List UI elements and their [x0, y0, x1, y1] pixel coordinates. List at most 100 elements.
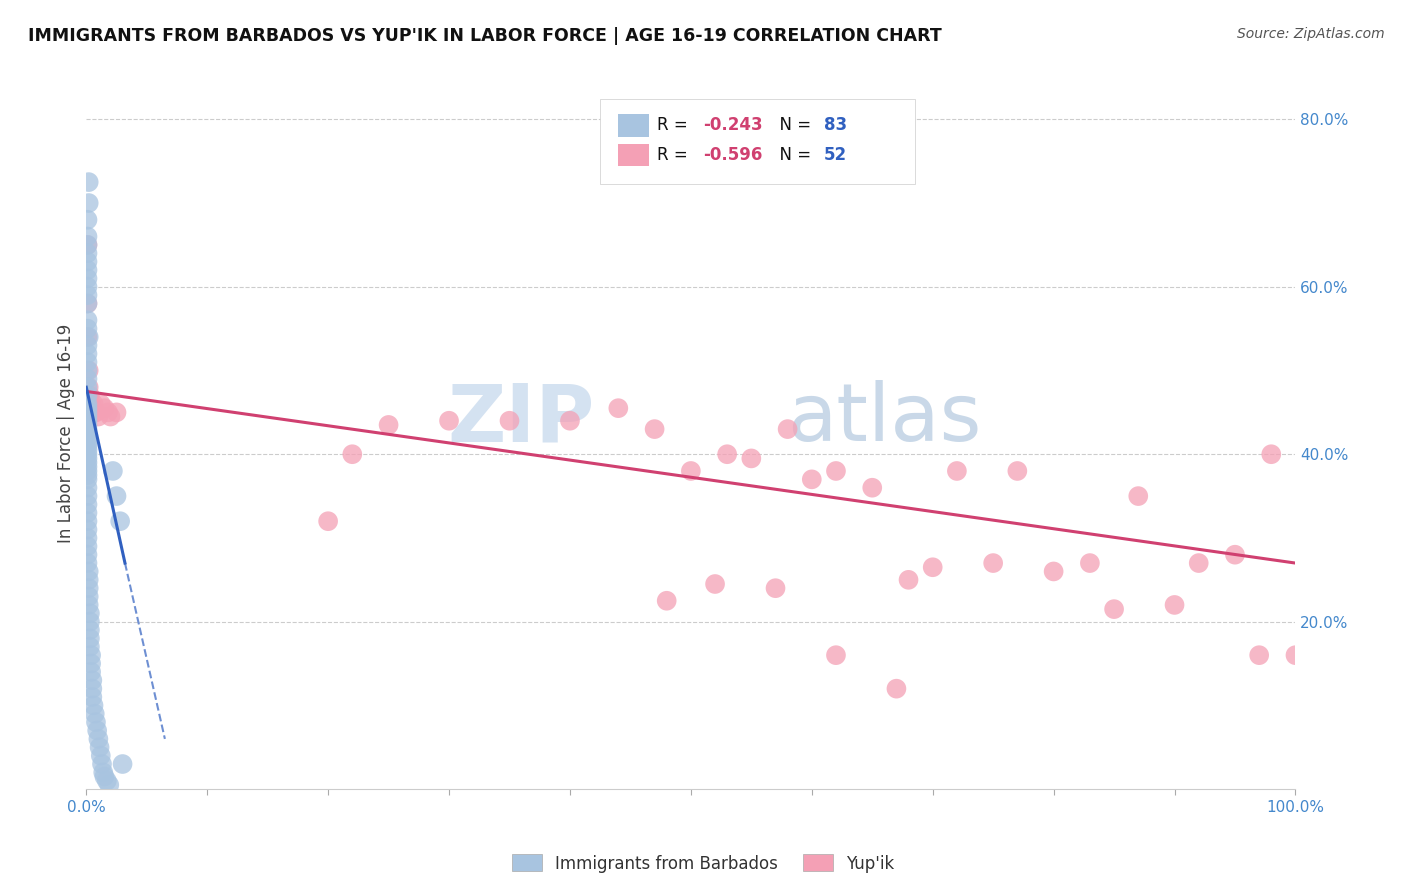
Text: 52: 52 [824, 146, 846, 164]
Point [84, 715, 107, 730]
Point [76, 212, 98, 227]
Point [921, 560, 943, 574]
Point [83, 405, 105, 419]
Point [800, 472, 823, 486]
Point [105, 489, 128, 503]
Point [1284, 648, 1306, 663]
Point [77, 573, 100, 587]
Point [825, 648, 848, 663]
Point [1102, 602, 1125, 616]
Point [76, 426, 98, 441]
Point [76, 347, 98, 361]
Point [1188, 556, 1211, 570]
FancyBboxPatch shape [619, 114, 648, 136]
Point [897, 573, 920, 587]
Point [1007, 464, 1029, 478]
Point [76, 321, 98, 335]
Point [76, 405, 98, 419]
Point [76, 506, 98, 520]
FancyBboxPatch shape [600, 99, 914, 184]
Point [111, 757, 134, 772]
Text: R =: R = [657, 146, 693, 164]
Text: N =: N = [769, 146, 817, 164]
Point [83, 397, 105, 411]
Point [886, 681, 908, 696]
Point [76, 434, 98, 449]
Point [83, 698, 105, 713]
Point [76, 439, 98, 453]
Point [82, 681, 104, 696]
Point [776, 422, 799, 436]
Point [84, 405, 107, 419]
Point [87, 731, 110, 746]
Point [1078, 556, 1101, 570]
Point [740, 451, 762, 466]
Point [77, 330, 100, 344]
Point [79, 640, 101, 654]
Point [76, 447, 98, 461]
Point [76, 401, 98, 416]
Point [76, 254, 98, 268]
Point [82, 673, 104, 688]
Point [1128, 489, 1150, 503]
Point [1042, 565, 1064, 579]
Point [377, 417, 399, 432]
Point [76, 498, 98, 512]
Point [76, 271, 98, 285]
Point [80, 648, 103, 663]
Point [77, 175, 100, 189]
Text: ZIP: ZIP [447, 380, 595, 458]
Text: IMMIGRANTS FROM BARBADOS VS YUP'IK IN LABOR FORCE | AGE 16-19 CORRELATION CHART: IMMIGRANTS FROM BARBADOS VS YUP'IK IN LA… [28, 27, 942, 45]
Point [342, 447, 364, 461]
Point [558, 414, 581, 428]
Point [644, 422, 666, 436]
Point [860, 481, 883, 495]
Point [108, 514, 131, 528]
Point [101, 464, 124, 478]
Point [105, 405, 128, 419]
Point [76, 296, 98, 310]
Point [79, 615, 101, 629]
Point [655, 593, 678, 607]
Text: R =: R = [657, 116, 693, 134]
FancyBboxPatch shape [619, 144, 648, 167]
Point [77, 380, 100, 394]
Point [90, 397, 112, 411]
Point [77, 598, 100, 612]
Point [765, 581, 787, 595]
Point [76, 355, 98, 369]
Point [76, 443, 98, 458]
Point [76, 456, 98, 470]
Point [76, 422, 98, 436]
Point [82, 690, 104, 704]
Point [704, 577, 727, 591]
Point [76, 414, 98, 428]
Point [498, 414, 520, 428]
Point [679, 464, 702, 478]
Point [76, 514, 98, 528]
Point [76, 313, 98, 327]
Point [77, 565, 100, 579]
Point [87, 409, 110, 424]
Point [1163, 598, 1185, 612]
Point [1223, 548, 1246, 562]
Point [76, 279, 98, 293]
Point [83, 706, 105, 721]
Point [76, 451, 98, 466]
Point [97, 405, 120, 419]
Point [1249, 648, 1271, 663]
Point [96, 773, 118, 788]
Point [89, 740, 111, 755]
Point [76, 539, 98, 553]
Point [76, 238, 98, 252]
Point [76, 489, 98, 503]
Point [76, 531, 98, 545]
Point [98, 778, 121, 792]
Text: atlas: atlas [787, 380, 981, 458]
Point [79, 607, 101, 621]
Point [716, 447, 738, 461]
Point [91, 757, 114, 772]
Point [77, 581, 100, 595]
Text: -0.243: -0.243 [703, 116, 762, 134]
Point [100, 409, 122, 424]
